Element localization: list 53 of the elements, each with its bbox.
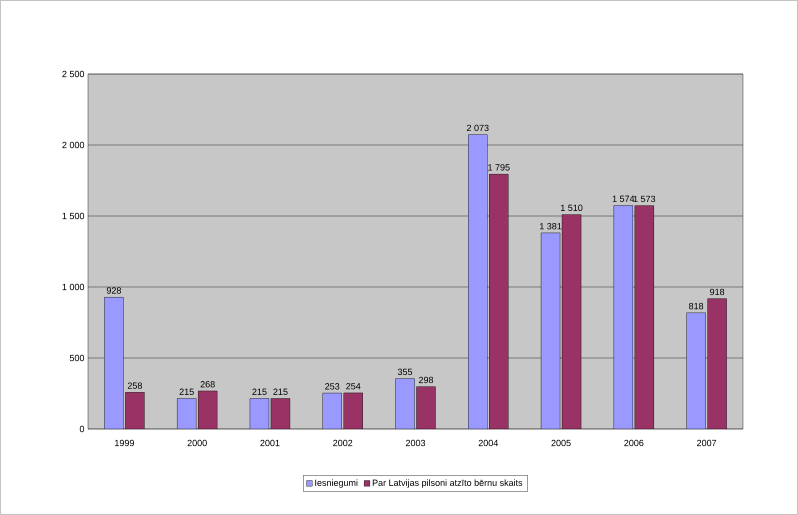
legend-label: Par Latvijas pilsoni atzīto bērnu skaits bbox=[372, 479, 522, 488]
data-label: 258 bbox=[128, 382, 142, 389]
bar bbox=[468, 134, 488, 429]
x-tick-label: 2000 bbox=[188, 440, 207, 446]
bar bbox=[176, 398, 196, 429]
data-label: 1 795 bbox=[488, 164, 510, 171]
bar bbox=[489, 174, 508, 429]
bar bbox=[395, 378, 415, 429]
bar bbox=[686, 312, 706, 429]
x-tick-label: 2005 bbox=[552, 440, 571, 446]
bar bbox=[707, 298, 727, 429]
bar bbox=[540, 232, 560, 429]
y-tick-label: 500 bbox=[70, 354, 84, 362]
bar bbox=[344, 392, 363, 429]
data-label: 1 574 bbox=[612, 196, 634, 202]
y-tick-label: 0 bbox=[80, 426, 84, 432]
y-tick-label: 2 000 bbox=[62, 142, 84, 148]
bar bbox=[104, 297, 124, 429]
bar bbox=[270, 398, 290, 429]
x-tick-label: 1999 bbox=[115, 440, 134, 446]
x-tick-label: 2003 bbox=[406, 440, 426, 446]
data-label: 2 073 bbox=[466, 124, 489, 132]
data-label: 928 bbox=[106, 287, 121, 294]
data-label: 215 bbox=[273, 388, 288, 395]
y-tick-label: 2 500 bbox=[62, 70, 84, 78]
y-tick-label: 1 500 bbox=[62, 212, 84, 220]
bar bbox=[562, 214, 582, 429]
legend-label: Iesniegumi bbox=[315, 479, 358, 488]
data-label: 355 bbox=[398, 368, 412, 376]
y-tick-label: 1 000 bbox=[62, 284, 84, 290]
bar bbox=[634, 205, 654, 429]
bar bbox=[250, 398, 270, 429]
data-label: 1 381 bbox=[540, 222, 562, 230]
data-label: 1 510 bbox=[560, 204, 582, 212]
data-label: 253 bbox=[325, 383, 340, 390]
bar bbox=[322, 392, 342, 429]
x-tick-label: 2006 bbox=[624, 440, 644, 446]
data-label: 298 bbox=[418, 376, 434, 384]
bar bbox=[125, 392, 145, 429]
x-tick-label: 2002 bbox=[333, 440, 352, 446]
data-label: 215 bbox=[252, 388, 267, 395]
bar bbox=[416, 386, 436, 429]
data-label: 254 bbox=[346, 383, 360, 390]
x-tick-label: 2001 bbox=[260, 440, 280, 446]
x-tick-label: 2007 bbox=[697, 440, 716, 446]
data-label: 918 bbox=[710, 288, 724, 296]
bar bbox=[198, 390, 218, 429]
bar bbox=[614, 205, 634, 429]
x-tick-label: 2004 bbox=[478, 440, 498, 446]
data-label: 268 bbox=[200, 381, 215, 388]
data-label: 818 bbox=[688, 302, 704, 310]
data-label: 215 bbox=[180, 388, 194, 395]
data-label: 1 573 bbox=[634, 196, 656, 202]
